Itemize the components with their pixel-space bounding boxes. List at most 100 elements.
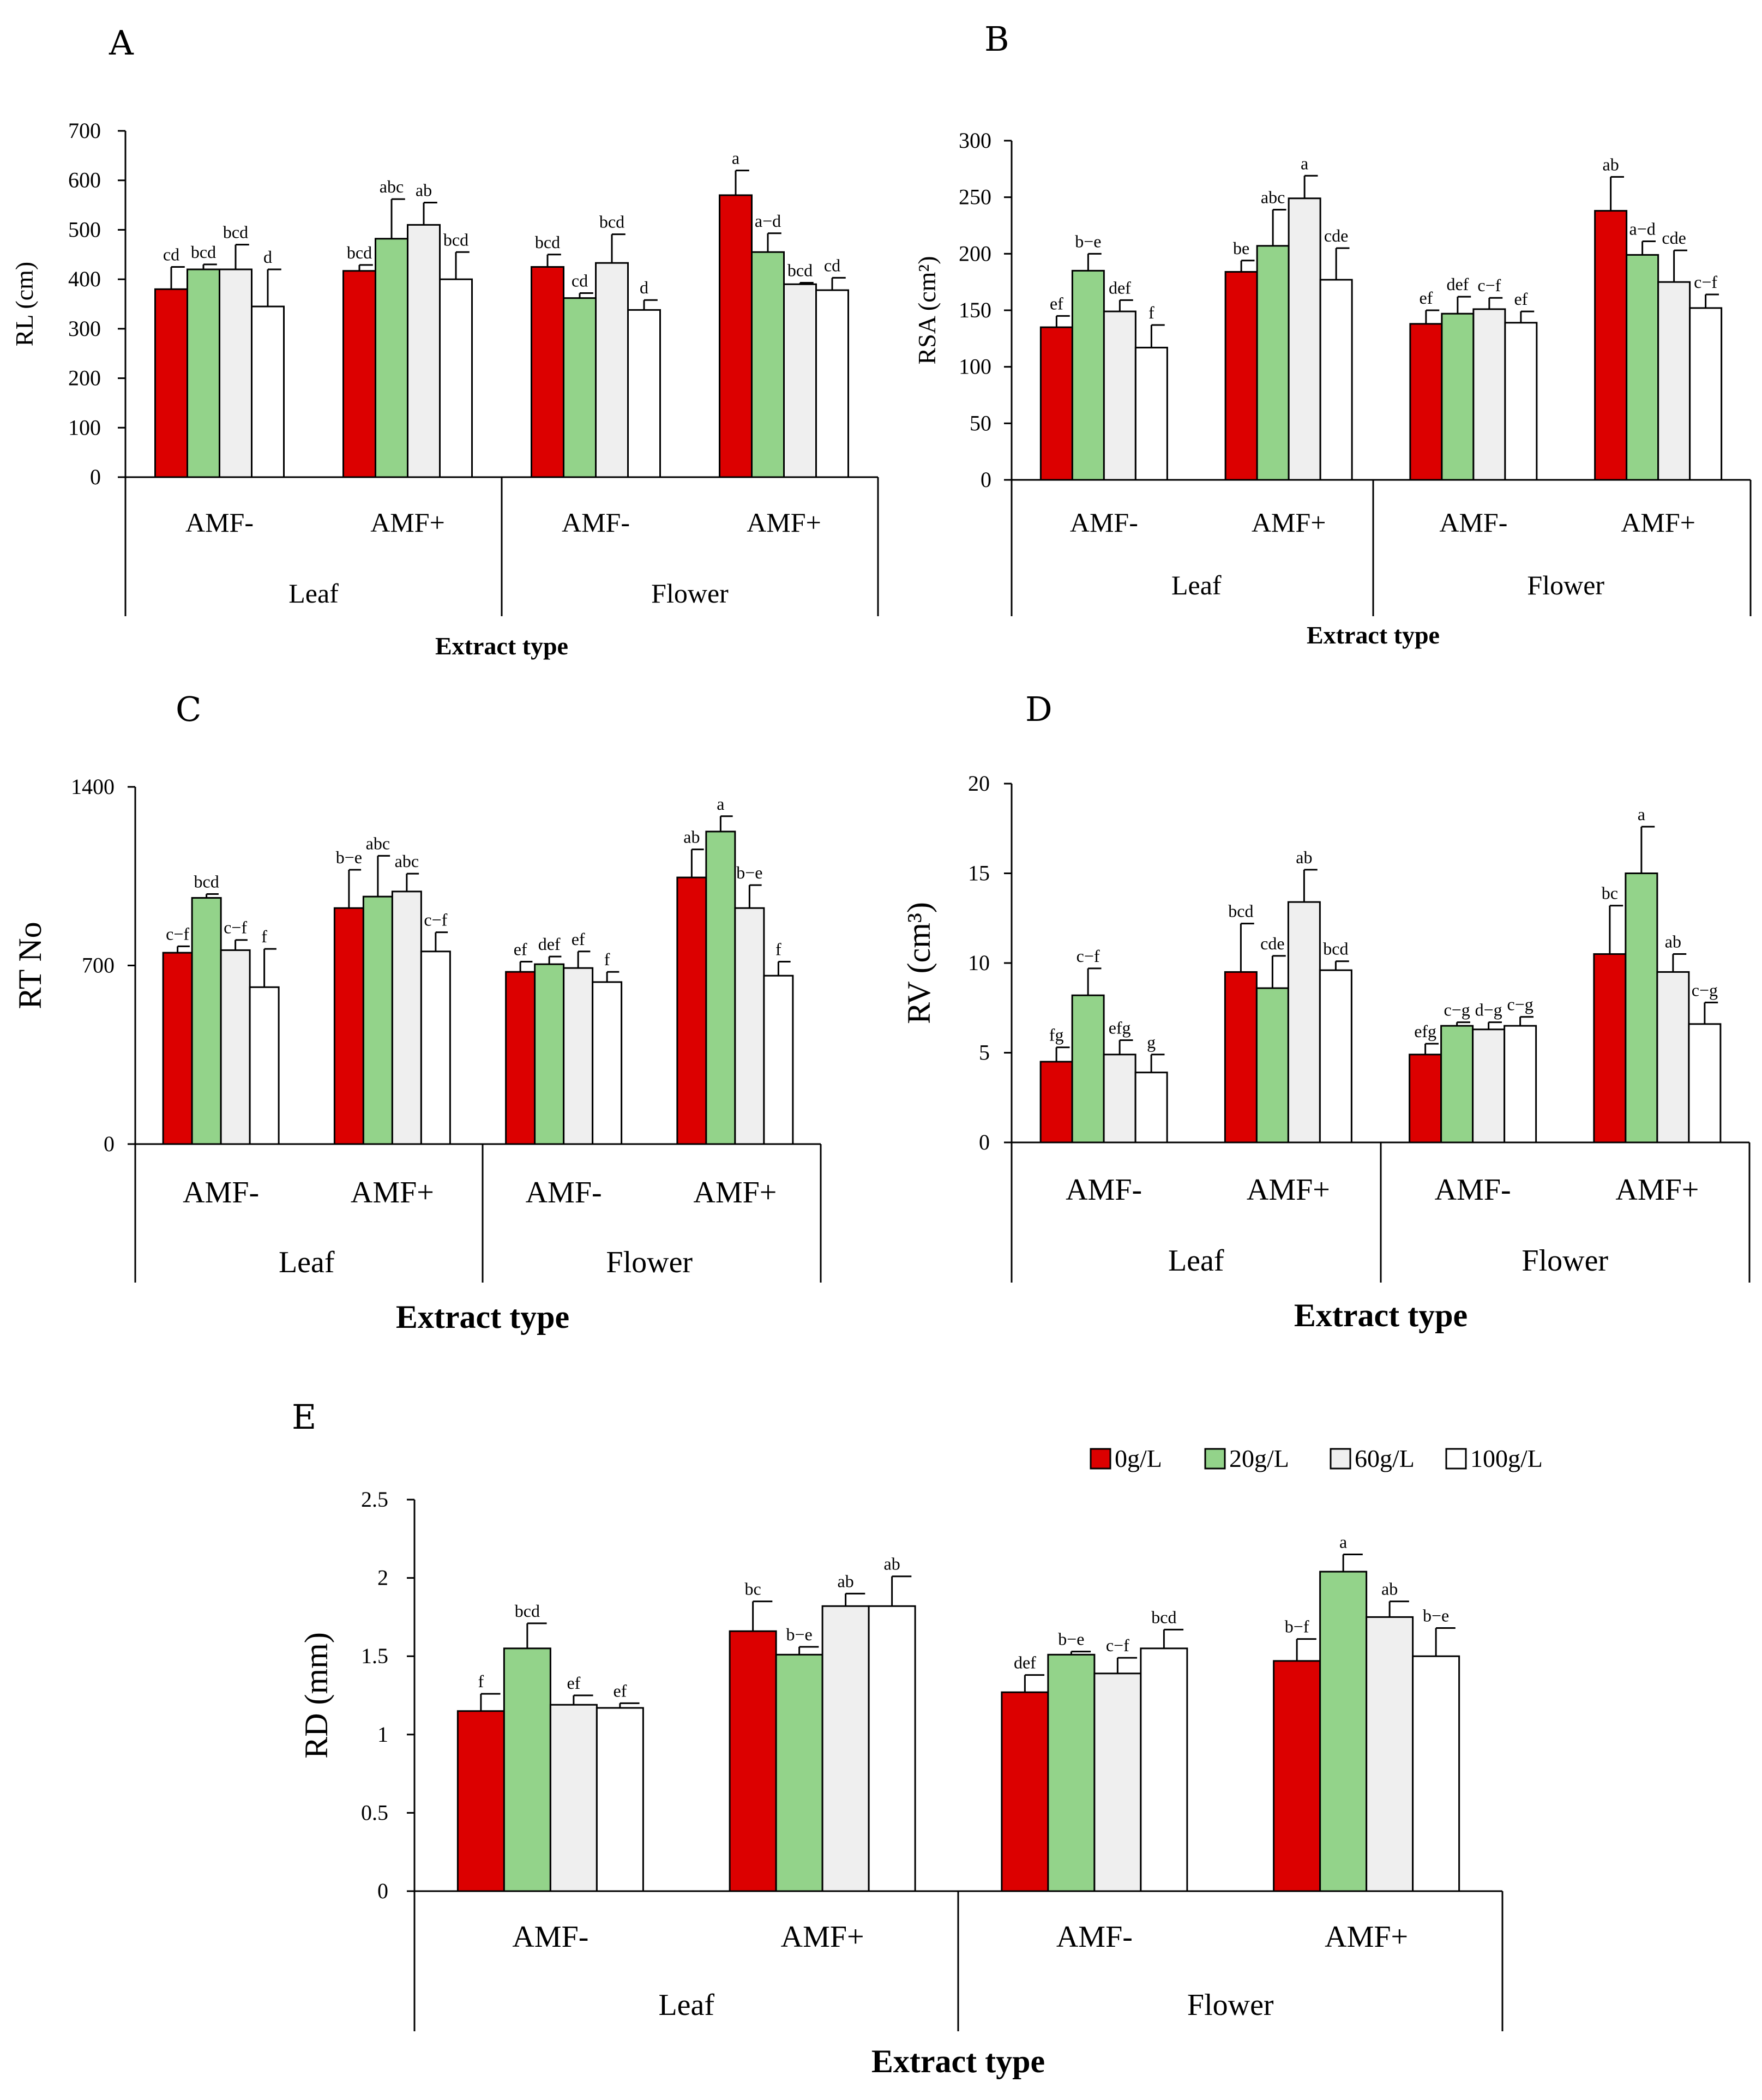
significance-letter: be — [1233, 238, 1249, 258]
significance-letter: ef — [1050, 293, 1063, 313]
bar — [1288, 197, 1321, 481]
significance-letter: a — [732, 148, 739, 168]
subgroup-label: AMF+ — [1621, 507, 1695, 538]
x-axis-title: Extract type — [396, 1299, 569, 1335]
bar — [162, 952, 193, 1145]
y-tick-label: 0 — [90, 465, 101, 489]
y-axis-label: RSA (cm²) — [913, 256, 941, 364]
y-tick-label: 15 — [968, 861, 990, 886]
significance-letter: bcd — [347, 243, 372, 262]
significance-letter: f — [261, 926, 267, 946]
significance-letter: ef — [567, 1673, 580, 1693]
significance-letter: efg — [1109, 1018, 1131, 1037]
significance-letter: bcd — [191, 242, 216, 262]
significance-letter: ab — [1296, 847, 1312, 867]
significance-letter: efg — [1414, 1021, 1436, 1041]
legend: 0g/L 20g/L 60g/L 100g/L — [1090, 1445, 1543, 1472]
bar — [219, 268, 252, 478]
group-label: Flower — [1522, 1244, 1608, 1278]
y-tick-label: 250 — [959, 185, 991, 209]
y-tick-label: 10 — [968, 950, 990, 975]
significance-letter: abc — [380, 177, 404, 196]
significance-letter: c−g — [1692, 980, 1718, 1000]
bar — [1319, 969, 1352, 1144]
legend-swatch-0 — [1090, 1448, 1111, 1470]
significance-letter: def — [1446, 274, 1469, 294]
panel-letter: E — [292, 1397, 316, 1437]
y-tick-label: 100 — [68, 415, 101, 440]
bar — [1441, 312, 1475, 481]
bar — [362, 895, 393, 1145]
x-axis-title: Extract type — [1307, 621, 1440, 649]
y-tick-label: 300 — [959, 128, 991, 153]
significance-letter: bcd — [535, 232, 560, 252]
bar — [342, 270, 376, 478]
bar — [420, 950, 451, 1145]
chart-panel-d: D 0 5 10 15 20 RV (cm³) AMF- AMF+ AMF- AMF+ Leaf Flo… — [901, 689, 1751, 1333]
bar — [333, 907, 364, 1145]
bar — [1440, 1025, 1474, 1144]
significance-letter: a — [1301, 153, 1308, 173]
y-tick-label: 500 — [68, 217, 101, 242]
bar — [1256, 245, 1290, 481]
bar — [1593, 953, 1627, 1144]
legend-label-2: 60g/L — [1355, 1445, 1415, 1472]
bar — [1287, 901, 1321, 1144]
bar — [1071, 269, 1105, 481]
bar — [1504, 1025, 1537, 1144]
group-label: Flower — [1527, 570, 1604, 600]
legend-swatch-3 — [1445, 1448, 1467, 1470]
y-tick-label: 200 — [959, 241, 991, 266]
y-tick-label: 0.5 — [361, 1800, 388, 1825]
bar — [1134, 1072, 1168, 1144]
significance-letter: ab — [1381, 1579, 1398, 1599]
y-tick-label: 150 — [959, 298, 991, 322]
bar — [595, 262, 629, 478]
significance-letter: a−d — [1629, 219, 1656, 239]
bar — [705, 831, 736, 1145]
bar — [592, 981, 623, 1145]
y-tick-label: 0 — [377, 1879, 388, 1903]
bar — [1134, 346, 1168, 481]
panel-letter: C — [176, 689, 201, 729]
significance-letter: bc — [745, 1579, 761, 1599]
bar — [1688, 1023, 1722, 1144]
y-axis-label: RV (cm³) — [901, 902, 937, 1024]
y-tick-label: 1400 — [71, 774, 115, 799]
subgroup-label: AMF+ — [1247, 1173, 1330, 1207]
significance-letter: ab — [416, 180, 432, 200]
bar — [1103, 310, 1136, 481]
significance-letter: c−f — [1694, 272, 1717, 292]
significance-letter: b−e — [1423, 1606, 1449, 1626]
significance-letter: ab — [838, 1571, 854, 1591]
bar — [734, 907, 765, 1145]
significance-letter: b−e — [336, 847, 362, 867]
bar — [1366, 1616, 1414, 1892]
bar — [815, 289, 849, 478]
significance-letter: bcd — [1228, 901, 1253, 921]
bar — [1657, 281, 1691, 481]
significance-letter: def — [1109, 278, 1131, 297]
subgroup-label: AMF+ — [351, 1176, 434, 1210]
bar — [391, 890, 422, 1145]
significance-letter: cde — [1260, 934, 1284, 953]
legend-swatch-2 — [1330, 1448, 1351, 1470]
group-label: Leaf — [288, 578, 339, 609]
significance-letter: f — [604, 949, 610, 969]
bar — [503, 1647, 551, 1892]
significance-letter: b−e — [736, 863, 762, 882]
subgroup-label: AMF+ — [370, 507, 445, 538]
significance-letter: b−e — [1075, 231, 1101, 251]
significance-letter: bcd — [1151, 1607, 1176, 1627]
subgroup-label: AMF+ — [693, 1176, 777, 1210]
subgroup-label: AMF- — [1066, 1173, 1142, 1207]
subgroup-label: AMF+ — [1252, 507, 1326, 538]
significance-letter: cd — [163, 244, 179, 264]
bar — [1001, 1691, 1049, 1892]
bar — [375, 238, 408, 478]
y-tick-label: 0 — [979, 1130, 990, 1154]
subgroup-label: AMF- — [183, 1176, 259, 1210]
y-tick-label: 1 — [377, 1722, 388, 1747]
bar — [1224, 971, 1258, 1144]
y-axis-label: RD (mm) — [298, 1632, 334, 1759]
